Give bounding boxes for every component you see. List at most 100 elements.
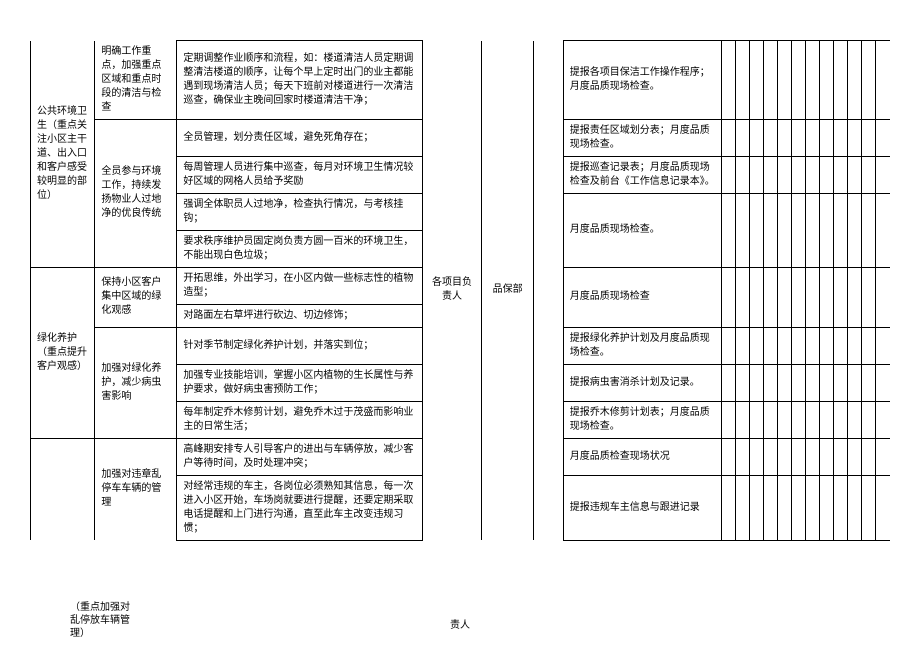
cb [792,193,806,267]
cb [834,193,848,267]
detail-9: 加强专业技能培训，掌握小区内植物的生长属性与养护要求，做好病虫害预防工作； [177,364,423,401]
check-1: 提报各项目保洁工作操作程序；月度品质现场检查。 [563,41,721,120]
detail-12: 对经常违规的车主，各岗位必须熟知其信息，每一次进入小区开始，车场岗就要进行提醒，… [177,475,423,540]
cb [735,364,749,401]
cb [749,364,763,401]
cb [862,156,876,193]
cb [792,156,806,193]
cb [778,156,792,193]
cb [763,475,777,540]
cb [876,119,890,156]
cb [749,327,763,364]
cb [876,401,890,438]
cb [848,41,862,120]
detail-1: 定期调整作业顺序和流程，如：楼道清洁人员定期调整清洁楼道的顺序，让每个早上定时出… [177,41,423,120]
cb [876,438,890,475]
cb [749,193,763,267]
sub-parking: 加强对违章乱停车车辆的管理 [95,438,177,540]
sub-greening-view: 保持小区客户集中区域的绿化观感 [95,267,177,327]
cb [820,438,834,475]
cb [862,267,876,327]
cb [820,401,834,438]
cb [848,156,862,193]
cb [862,401,876,438]
cb [848,364,862,401]
footer-left-label: （重点加强对乱停放车辆管理） [70,601,130,640]
cb [721,438,735,475]
cb [806,119,820,156]
cb [792,475,806,540]
cb [834,438,848,475]
cb [763,156,777,193]
cb [735,193,749,267]
dept-col: 品保部 [481,41,534,541]
cb [848,438,862,475]
cb [834,364,848,401]
sub-all-staff: 全员参与环境工作，持续发扬物业人过地净的优良传统 [95,119,177,267]
detail-4: 强调全体职员人过地净，检查执行情况，与考核挂钩； [177,193,423,230]
cb [834,119,848,156]
cb [763,119,777,156]
cb [721,401,735,438]
cb [820,475,834,540]
cb [749,438,763,475]
cb [792,267,806,327]
cb [778,267,792,327]
cb [862,193,876,267]
detail-11: 高峰期安排专人引导客户的进出与车辆停放，减少客户等待时间，及时处理冲突； [177,438,423,475]
cb [749,156,763,193]
cb [848,475,862,540]
cb [834,327,848,364]
cb [834,267,848,327]
cb [806,475,820,540]
cb [876,193,890,267]
cb [806,193,820,267]
cb [721,156,735,193]
cat-greening: 绿化养护（重点提升客户观感） [31,267,95,438]
cb [806,401,820,438]
cb [721,364,735,401]
cb [721,119,735,156]
cb [820,119,834,156]
cb [876,475,890,540]
cb [763,327,777,364]
cb [820,267,834,327]
cb [806,327,820,364]
cb [834,156,848,193]
cb [749,475,763,540]
cb [862,438,876,475]
detail-5: 要求秩序维护员固定岗负责方圆一百米的环境卫生，不能出现白色垃圾； [177,230,423,267]
owner-col: 各项目负责人 [423,41,482,541]
cb [806,41,820,120]
check-8: 提报绿化养护计划及月度品质现场检查。 [563,327,721,364]
cb [806,156,820,193]
cb [735,401,749,438]
cb [778,475,792,540]
cb [735,475,749,540]
cb [848,119,862,156]
detail-3: 每周管理人员进行集中巡查，每月对环境卫生情况较好区域的网格人员给予奖励 [177,156,423,193]
cb [749,267,763,327]
check-2: 提报责任区域划分表；月度品质现场检查。 [563,119,721,156]
cb [862,327,876,364]
cb [792,438,806,475]
detail-10: 每年制定乔木修剪计划，避免乔木过于茂盛而影响业主的日常生活； [177,401,423,438]
cb [735,438,749,475]
cb [806,438,820,475]
cb [778,364,792,401]
cb [792,119,806,156]
detail-8: 针对季节制定绿化养护计划，并落实到位； [177,327,423,364]
cb [735,327,749,364]
cb [820,156,834,193]
cb [792,41,806,120]
check-9: 提报病虫害消杀计划及记录。 [563,364,721,401]
cb [820,364,834,401]
cb [778,193,792,267]
cb [763,41,777,120]
cb [778,401,792,438]
cb [820,193,834,267]
cb [876,364,890,401]
cb [778,438,792,475]
cb [792,327,806,364]
cb [763,267,777,327]
